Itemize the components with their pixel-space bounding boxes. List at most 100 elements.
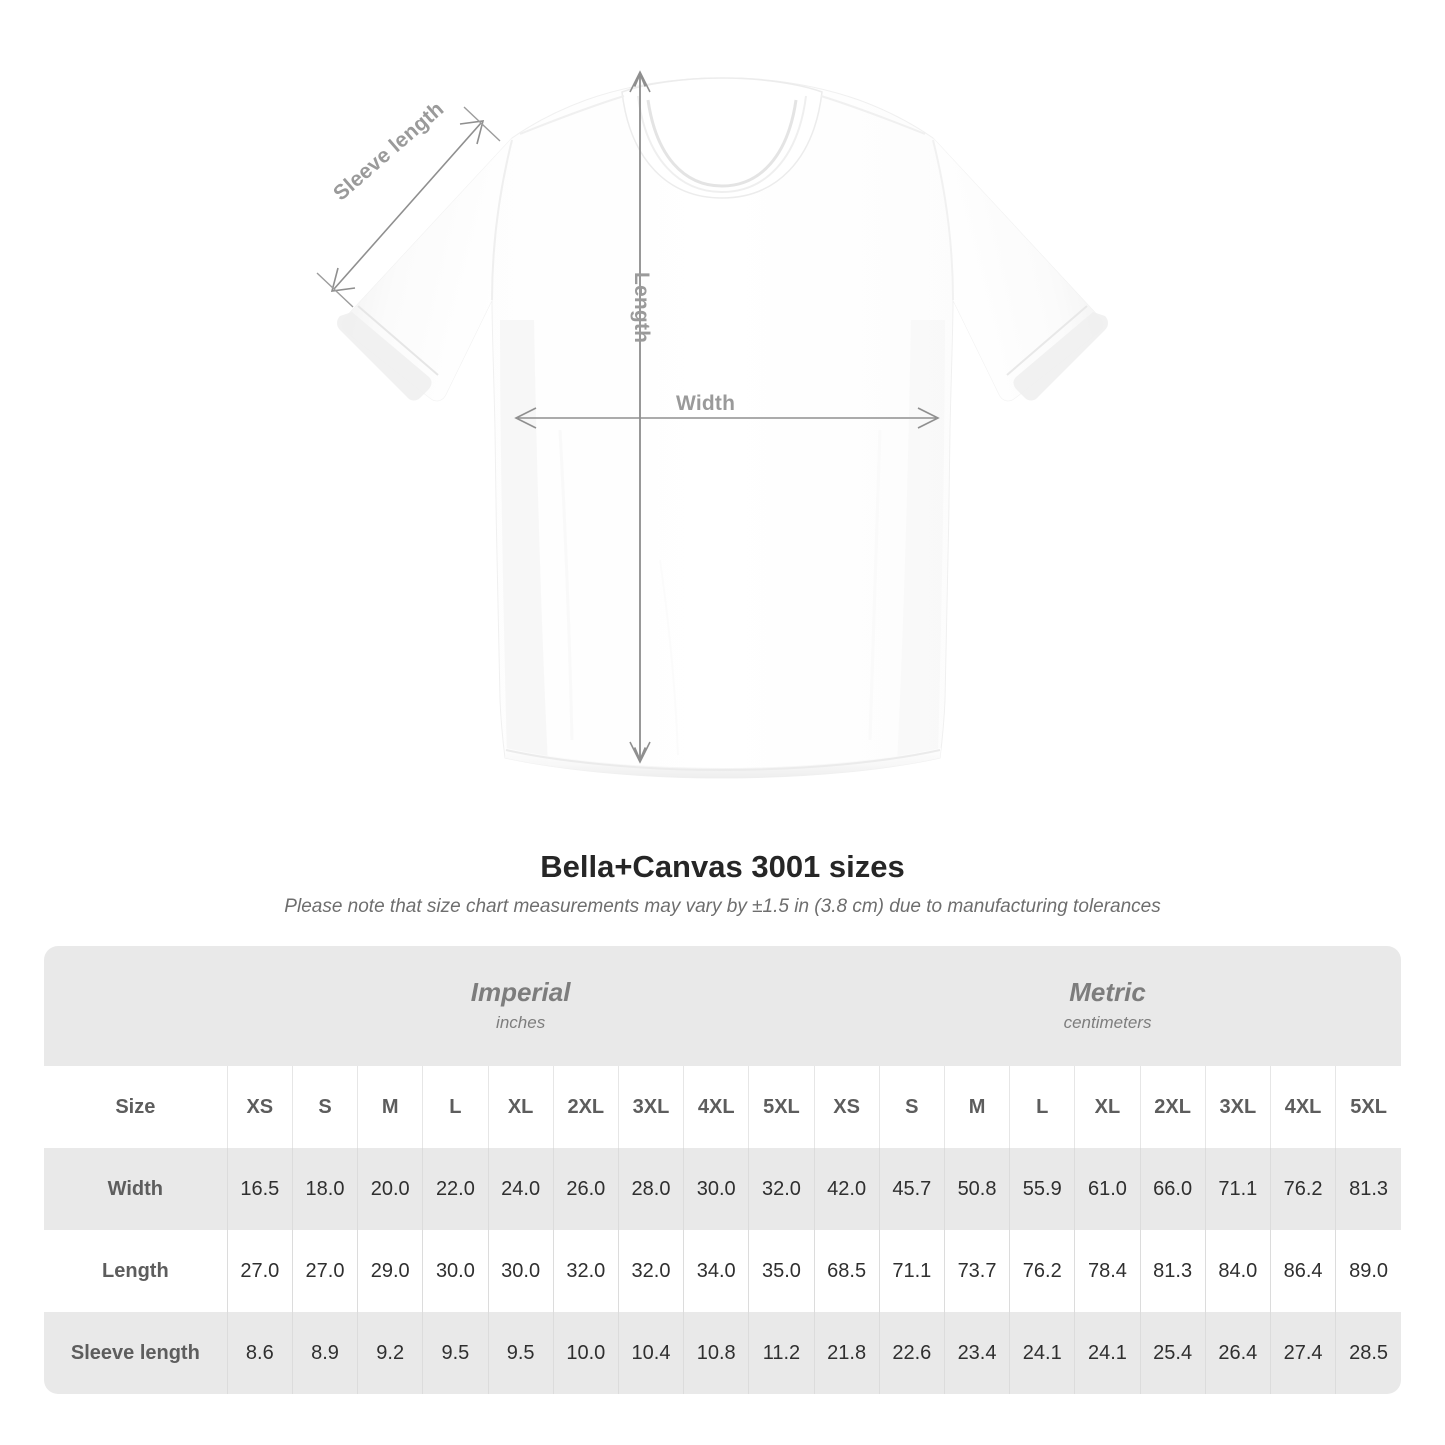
measurement-value: 9.5: [487, 1312, 554, 1394]
tshirt-illustration: Sleeve length Length Width: [316, 70, 1108, 779]
measurement-value: 89.0: [1335, 1230, 1401, 1312]
measurement-value: 11.2: [748, 1312, 815, 1394]
measurement-value: 10.4: [617, 1312, 684, 1394]
size-column-header: 3XL: [1204, 1066, 1271, 1148]
measurement-value: 26.4: [1204, 1312, 1271, 1394]
unit-imperial: Imperial inches: [227, 946, 815, 1066]
measurement-value: 84.0: [1204, 1230, 1271, 1312]
table-row: Sleeve length 8.6 8.9 9.2 9.5 9.5 10.0 10.4 10.8…: [44, 1312, 1401, 1394]
measurement-value: 26.0: [552, 1148, 619, 1230]
measurement-value: 21.8: [813, 1312, 880, 1394]
measurement-value: 66.0: [1139, 1148, 1206, 1230]
unit-band-row: Imperial inches Metric centimeters: [44, 946, 1401, 1066]
size-column-header: 4XL: [1269, 1066, 1336, 1148]
table-header-row: Size XS S M L XL 2XL 3XL 4XL 5XL XS S M L XL 2XL 3XL 4XL 5…: [44, 1066, 1401, 1148]
measurement-value: 16.5: [226, 1148, 293, 1230]
size-column-header: XS: [813, 1066, 880, 1148]
size-column-header: M: [357, 1066, 423, 1148]
measurement-value: 27.0: [291, 1230, 358, 1312]
measurement-value: 29.0: [357, 1230, 423, 1312]
size-column-header: 5XL: [1335, 1066, 1401, 1148]
measurement-value: 32.0: [552, 1230, 619, 1312]
measurement-value: 68.5: [813, 1230, 880, 1312]
table-row: Width 16.5 18.0 20.0 22.0 24.0 26.0 28.0 30.0 32.…: [44, 1148, 1401, 1230]
measurement-value: 23.4: [943, 1312, 1010, 1394]
measurement-value: 27.0: [226, 1230, 293, 1312]
measurement-value: 8.6: [226, 1312, 293, 1394]
measurement-value: 81.3: [1335, 1148, 1401, 1230]
unit-imperial-name: Imperial: [470, 976, 571, 1007]
measurement-value: 20.0: [357, 1148, 423, 1230]
size-column-header: 5XL: [748, 1066, 815, 1148]
tshirt-diagram-svg: [316, 70, 1108, 779]
size-table: Imperial inches Metric centimeters Size X…: [44, 946, 1401, 1394]
measurement-value: 24.0: [487, 1148, 554, 1230]
size-column-header: 2XL: [1139, 1066, 1206, 1148]
measurement-value: 24.1: [1074, 1312, 1141, 1394]
measurement-value: 8.9: [291, 1312, 358, 1394]
measurement-value: 81.3: [1139, 1230, 1206, 1312]
measurement-value: 73.7: [943, 1230, 1010, 1312]
sleeve-arrow: [333, 122, 482, 290]
measurement-value: 10.0: [552, 1312, 619, 1394]
size-column-header: 3XL: [617, 1066, 684, 1148]
measurement-row-label: Sleeve length: [44, 1312, 228, 1394]
measurement-value: 9.2: [357, 1312, 423, 1394]
measurement-value: 22.0: [422, 1148, 489, 1230]
shirt-shape: [337, 77, 1108, 779]
size-table-container: Imperial inches Metric centimeters Size X…: [44, 946, 1401, 1394]
measurement-value: 71.1: [878, 1230, 945, 1312]
measurement-value: 71.1: [1204, 1148, 1271, 1230]
measurement-value: 76.2: [1009, 1230, 1075, 1312]
measurement-value: 34.0: [683, 1230, 749, 1312]
measurement-value: 25.4: [1139, 1312, 1206, 1394]
measurement-value: 28.0: [617, 1148, 684, 1230]
measurement-value: 76.2: [1269, 1148, 1336, 1230]
unit-metric: Metric centimeters: [814, 946, 1401, 1066]
size-column-header: S: [291, 1066, 358, 1148]
measurement-arrows: [316, 70, 940, 764]
size-column-header: 4XL: [683, 1066, 749, 1148]
size-column-header: L: [422, 1066, 489, 1148]
unit-band-spacer: [44, 946, 228, 1066]
width-label: Width: [676, 392, 736, 415]
measurement-value: 55.9: [1009, 1148, 1075, 1230]
measurement-value: 10.8: [683, 1312, 749, 1394]
size-column-header: XL: [487, 1066, 554, 1148]
size-column-header: 2XL: [552, 1066, 619, 1148]
length-label: Length: [630, 272, 653, 344]
measurement-value: 24.1: [1009, 1312, 1075, 1394]
measurement-value: 30.0: [487, 1230, 554, 1312]
measurement-value: 86.4: [1269, 1230, 1336, 1312]
unit-metric-sub: centimeters: [1063, 1013, 1152, 1033]
measurement-row-label: Length: [44, 1230, 228, 1312]
measurement-value: 78.4: [1074, 1230, 1141, 1312]
measurement-value: 22.6: [878, 1312, 945, 1394]
size-column-header: M: [943, 1066, 1010, 1148]
measurement-value: 50.8: [943, 1148, 1010, 1230]
table-row: Length 27.0 27.0 29.0 30.0 30.0 32.0 32.0 34.0 35…: [44, 1230, 1401, 1312]
measurement-value: 30.0: [683, 1148, 749, 1230]
measurement-value: 18.0: [291, 1148, 358, 1230]
measurement-value: 35.0: [748, 1230, 815, 1312]
measurement-value: 9.5: [422, 1312, 489, 1394]
measurement-value: 61.0: [1074, 1148, 1141, 1230]
tolerance-note: Please note that size chart measurements…: [284, 896, 1161, 917]
unit-imperial-sub: inches: [496, 1013, 546, 1033]
measurement-row-label: Width: [44, 1148, 228, 1230]
measurement-value: 28.5: [1335, 1312, 1401, 1394]
measurement-value: 30.0: [422, 1230, 489, 1312]
size-column-header: XL: [1074, 1066, 1141, 1148]
measurement-value: 45.7: [878, 1148, 945, 1230]
measurement-value: 42.0: [813, 1148, 880, 1230]
measurement-value: 32.0: [617, 1230, 684, 1312]
size-column-header: L: [1009, 1066, 1075, 1148]
measurement-value: 27.4: [1269, 1312, 1336, 1394]
unit-metric-name: Metric: [1069, 976, 1146, 1007]
size-header-label: Size: [44, 1066, 228, 1148]
size-column-header: XS: [226, 1066, 293, 1148]
page-title: Bella+Canvas 3001 sizes: [540, 849, 905, 884]
size-column-header: S: [878, 1066, 945, 1148]
measurement-value: 32.0: [748, 1148, 815, 1230]
